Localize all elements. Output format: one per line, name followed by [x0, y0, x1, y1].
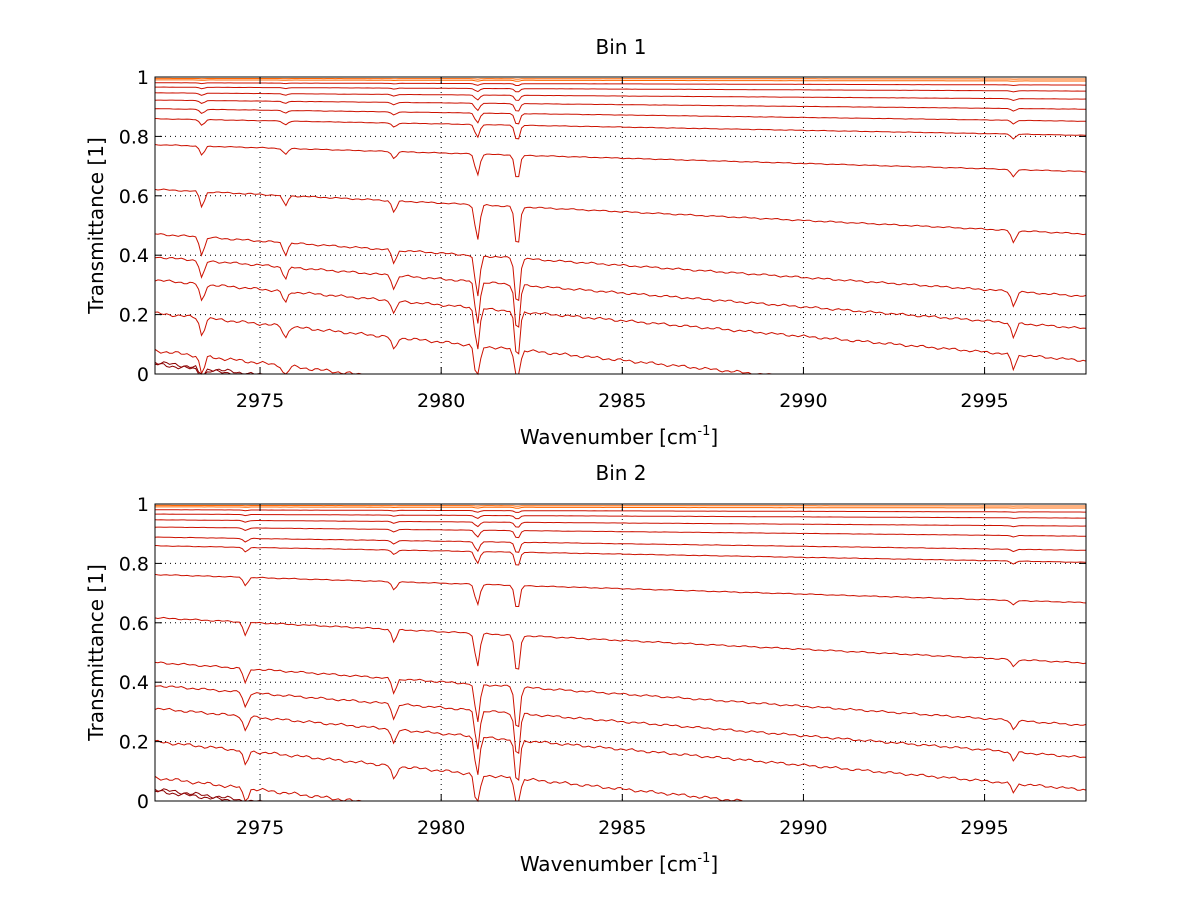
y-tick-labels: 0 0.2 0.4 0.6 0.8 1 [119, 494, 149, 813]
x-tick-labels: 2975 2980 2985 2990 2995 [236, 390, 1009, 412]
x-tick-label: 2995 [960, 390, 1008, 412]
plot-title: Bin 2 [595, 461, 646, 485]
x-tick-label: 2975 [236, 817, 284, 839]
spectrum-line [155, 77, 1086, 80]
spectrum-line [154, 661, 1087, 731]
spectrum-line [154, 144, 1087, 178]
spectrum-line [154, 118, 1087, 140]
x-axis-label: Wavenumber [cm-1] [520, 424, 718, 449]
y-tick-label: 0.2 [119, 305, 149, 327]
x-axis-label-end: ] [710, 852, 718, 876]
spectrum-line [154, 536, 1087, 553]
y-axis-label: Transmittance [1] [84, 564, 108, 742]
y-tick-label: 0.8 [119, 126, 149, 148]
spectrum-line [154, 361, 1086, 375]
tick-marks [155, 503, 1086, 802]
x-tick-label: 2980 [417, 390, 465, 412]
y-tick-labels: 0 0.2 0.4 0.6 0.8 1 [119, 67, 149, 386]
y-tick-label: 0.6 [119, 613, 149, 635]
x-tick-label: 2985 [598, 817, 646, 839]
spectrum-line [154, 775, 1086, 802]
spectrum-line [155, 504, 1086, 507]
x-axis-label-superscript: -1 [697, 851, 710, 866]
tick-marks [155, 76, 1086, 375]
x-tick-label: 2995 [960, 817, 1008, 839]
spectrum-line [155, 506, 1086, 509]
plot-bin-1: Bin 1 0 0.2 0.4 0.6 0.8 1 2975 2980 2985… [84, 35, 1087, 449]
spectrum-line [154, 707, 1087, 794]
spectrum-line [154, 519, 1087, 528]
spectrum-line [154, 526, 1086, 539]
x-tick-label: 2980 [417, 817, 465, 839]
y-tick-label: 0.4 [119, 245, 149, 267]
spectrum-line [155, 509, 1086, 513]
spectrum-line [154, 788, 1086, 802]
spectrum-line [154, 188, 1087, 244]
spectrum-line [154, 92, 1087, 102]
x-axis-label-superscript: -1 [697, 424, 710, 439]
spectrum-line [155, 82, 1086, 87]
x-axis-label: Wavenumber [cm-1] [520, 851, 718, 876]
spectrum-traces [154, 77, 1087, 376]
x-axis-label-end: ] [710, 425, 718, 449]
y-tick-label: 0 [137, 791, 149, 813]
x-tick-label: 2975 [236, 390, 284, 412]
axes-box [154, 503, 1087, 802]
plot-title: Bin 1 [595, 35, 646, 59]
spectrum-line [154, 256, 1087, 340]
spectrum-line [154, 616, 1087, 670]
spectrum-line [155, 86, 1086, 93]
spectrum-line [155, 513, 1086, 520]
y-tick-label: 0.2 [119, 732, 149, 754]
spectrum-line [155, 79, 1086, 82]
y-tick-label: 0.4 [119, 672, 149, 694]
x-tick-label: 2990 [779, 817, 827, 839]
spectrum-line [154, 108, 1087, 125]
y-tick-label: 0 [137, 364, 149, 386]
axes-box [154, 76, 1087, 375]
y-tick-label: 0.6 [119, 186, 149, 208]
spectrum-line [154, 233, 1087, 308]
x-axis-label-main: Wavenumber [cm [520, 852, 698, 876]
spectrum-traces [154, 504, 1087, 803]
x-tick-label: 2985 [598, 390, 646, 412]
y-axis-label: Transmittance [1] [84, 137, 108, 315]
spectrum-line [154, 279, 1087, 372]
plot-bin-2: Bin 2 0 0.2 0.4 0.6 0.8 1 2975 2980 2985… [84, 461, 1087, 876]
x-axis-label-main: Wavenumber [cm [520, 425, 698, 449]
x-tick-labels: 2975 2980 2985 2990 2995 [236, 817, 1009, 839]
y-tick-label: 0.8 [119, 553, 149, 575]
y-tick-label: 1 [137, 494, 149, 516]
x-tick-label: 2990 [779, 390, 827, 412]
spectrum-line [154, 348, 1086, 376]
spectrum-line [154, 545, 1087, 566]
spectrum-line [154, 685, 1087, 762]
spectrum-line [154, 573, 1087, 607]
y-tick-label: 1 [137, 67, 149, 89]
spectrum-line [154, 99, 1086, 112]
